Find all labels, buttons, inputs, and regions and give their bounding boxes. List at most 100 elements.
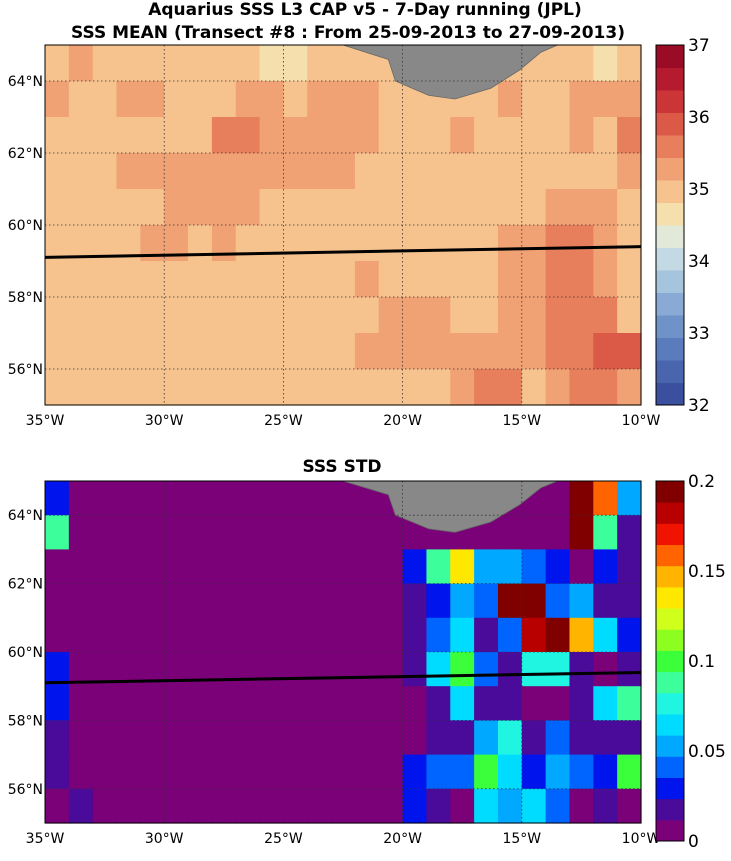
heatmap-cell bbox=[283, 45, 308, 82]
std-heatmap-cells bbox=[45, 481, 642, 824]
heatmap-cell bbox=[283, 515, 308, 550]
heatmap-cell bbox=[45, 369, 70, 406]
heatmap-cell bbox=[211, 333, 237, 370]
heatmap-cell bbox=[378, 617, 404, 653]
colorbar-swatch bbox=[656, 180, 684, 203]
heatmap-cell bbox=[545, 481, 571, 516]
heatmap-cell bbox=[140, 153, 165, 190]
heatmap-cell bbox=[593, 549, 618, 585]
std-y-ticks: 56°N 58°N 60°N 62°N 64°N bbox=[8, 508, 43, 798]
heatmap-cell bbox=[164, 153, 189, 190]
heatmap-cell bbox=[259, 225, 284, 262]
heatmap-cell bbox=[354, 720, 380, 756]
heatmap-cell bbox=[569, 261, 594, 298]
heatmap-cell bbox=[45, 754, 70, 790]
heatmap-cell bbox=[545, 369, 571, 406]
heatmap-cell bbox=[164, 297, 189, 334]
heatmap-cell bbox=[116, 515, 141, 550]
heatmap-cell bbox=[92, 117, 118, 154]
heatmap-cell bbox=[521, 81, 547, 118]
colorbar-swatch bbox=[656, 315, 684, 338]
heatmap-cell bbox=[545, 189, 571, 226]
heatmap-cell bbox=[140, 617, 165, 653]
heatmap-cell bbox=[45, 189, 70, 226]
heatmap-cell bbox=[331, 81, 356, 118]
heatmap-cell bbox=[307, 333, 332, 370]
heatmap-cell bbox=[569, 45, 594, 82]
heatmap-cell bbox=[569, 720, 594, 756]
heatmap-cell bbox=[474, 225, 499, 262]
heatmap-cell bbox=[116, 45, 141, 82]
heatmap-cell bbox=[617, 45, 642, 82]
heatmap-cell bbox=[235, 333, 261, 370]
heatmap-cell bbox=[164, 549, 189, 585]
land-mass bbox=[342, 480, 558, 533]
land-mass bbox=[342, 44, 558, 100]
heatmap-cell bbox=[569, 754, 594, 790]
heatmap-cell bbox=[497, 153, 523, 190]
heatmap-cell bbox=[140, 481, 165, 516]
heatmap-cell bbox=[474, 297, 499, 334]
heatmap-cell bbox=[593, 617, 618, 653]
heatmap-cell bbox=[164, 333, 189, 370]
heatmap-cell bbox=[354, 189, 380, 226]
heatmap-cell bbox=[354, 225, 380, 262]
heatmap-cell bbox=[331, 45, 356, 82]
x-tick-label: 20°W bbox=[383, 831, 422, 847]
heatmap-cell bbox=[497, 788, 523, 824]
heatmap-cell bbox=[307, 45, 332, 82]
heatmap-cell bbox=[116, 549, 141, 585]
y-tick-label: 64°N bbox=[8, 74, 43, 90]
heatmap-cell bbox=[235, 686, 261, 721]
heatmap-cell bbox=[140, 45, 165, 82]
y-tick-label: 56°N bbox=[8, 782, 43, 798]
heatmap-cell bbox=[68, 481, 94, 516]
heatmap-cell bbox=[378, 153, 404, 190]
heatmap-cell bbox=[497, 549, 523, 585]
heatmap-cell bbox=[211, 754, 237, 790]
heatmap-cell bbox=[188, 481, 213, 516]
heatmap-cell bbox=[68, 153, 94, 190]
heatmap-cell bbox=[188, 189, 213, 226]
colorbar-tick-label: 0.2 bbox=[688, 472, 715, 492]
heatmap-cell bbox=[92, 686, 118, 721]
heatmap-cell bbox=[116, 153, 141, 190]
heatmap-cell bbox=[593, 369, 618, 406]
heatmap-cell bbox=[354, 153, 380, 190]
heatmap-cell bbox=[426, 333, 451, 370]
heatmap-cell bbox=[235, 617, 261, 653]
heatmap-cell bbox=[259, 333, 284, 370]
colorbar-swatch bbox=[656, 777, 684, 800]
heatmap-cell bbox=[45, 617, 70, 653]
colorbar-swatch bbox=[656, 586, 684, 609]
heatmap-cell bbox=[140, 549, 165, 585]
heatmap-cell bbox=[474, 189, 499, 226]
heatmap-cell bbox=[402, 333, 428, 370]
heatmap-cell bbox=[92, 45, 118, 82]
heatmap-cell bbox=[307, 117, 332, 154]
colorbar-tick-label: 0 bbox=[688, 832, 699, 852]
heatmap-cell bbox=[45, 81, 70, 118]
heatmap-cell bbox=[235, 652, 261, 687]
heatmap-cell bbox=[450, 333, 475, 370]
heatmap-cell bbox=[521, 549, 547, 585]
mean-chart-subtitle: SSS MEAN (Transect #8 : From 25-09-2013 … bbox=[71, 23, 625, 43]
heatmap-cell bbox=[116, 261, 141, 298]
heatmap-cell bbox=[188, 369, 213, 406]
heatmap-cell bbox=[140, 754, 165, 790]
heatmap-cell bbox=[569, 652, 594, 687]
heatmap-cell bbox=[450, 788, 475, 824]
heatmap-cell bbox=[545, 153, 571, 190]
x-tick-label: 15°W bbox=[502, 831, 541, 847]
heatmap-cell bbox=[474, 583, 499, 619]
heatmap-cell bbox=[497, 261, 523, 298]
heatmap-cell bbox=[593, 153, 618, 190]
heatmap-cell bbox=[617, 549, 642, 585]
heatmap-cell bbox=[402, 297, 428, 334]
heatmap-cell bbox=[474, 617, 499, 653]
heatmap-cell bbox=[68, 720, 94, 756]
heatmap-cell bbox=[92, 617, 118, 653]
heatmap-cell bbox=[259, 189, 284, 226]
heatmap-cell bbox=[426, 225, 451, 262]
